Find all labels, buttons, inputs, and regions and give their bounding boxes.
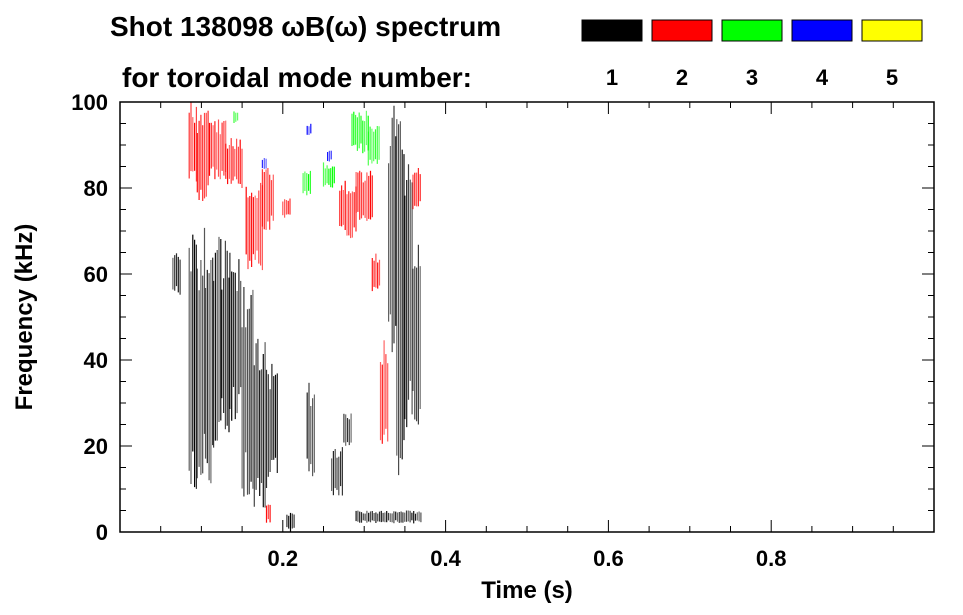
mode-1-region-0 xyxy=(172,253,181,295)
mode-2-region-22 xyxy=(225,138,243,188)
y-axis-label: Frequency (kHz) xyxy=(11,224,38,411)
mode-1-region-13 xyxy=(343,413,352,446)
mode-2-region-23 xyxy=(245,182,263,271)
mode-2-region-31 xyxy=(265,504,271,523)
mode-1-region-14 xyxy=(355,510,422,524)
mode-1-region-11 xyxy=(306,382,315,477)
mode-1-region-1 xyxy=(188,234,197,489)
x-tick-label-0.8: 0.8 xyxy=(756,546,787,571)
mode-2-region-25 xyxy=(282,198,291,218)
mode-2-region-21 xyxy=(208,119,227,180)
mode-2-region-20 xyxy=(196,110,209,201)
mode-3-region-35 xyxy=(302,170,311,196)
x-tick-label-0.2: 0.2 xyxy=(268,546,299,571)
legend: 1 2 3 4 5 xyxy=(581,19,923,90)
legend-swatch-3 xyxy=(721,19,783,42)
legend-label-3: 3 xyxy=(746,65,758,90)
mode-4-region-37 xyxy=(261,158,267,169)
mode-1-region-5 xyxy=(221,240,230,433)
mode-1-region-3 xyxy=(204,257,214,484)
legend-swatch-1 xyxy=(581,19,643,42)
mode-1-region-8 xyxy=(253,338,266,508)
mode-1-region-16 xyxy=(396,119,405,476)
legend-swatch-4 xyxy=(791,19,853,42)
mode-1-region-12 xyxy=(331,447,343,496)
mode-2-region-24 xyxy=(261,168,274,230)
axis-ticks: 0 20 40 60 80 100 0.2 0.4 0.6 0.8 xyxy=(71,90,935,571)
legend-label-2: 2 xyxy=(676,65,688,90)
x-axis-label: Time (s) xyxy=(481,577,573,604)
legend-label-4: 4 xyxy=(816,65,829,90)
mode-1-region-18 xyxy=(412,244,421,425)
mode-3-region-32 xyxy=(351,110,369,154)
x-tick-label-0.6: 0.6 xyxy=(593,546,624,571)
legend-label-1: 1 xyxy=(606,65,618,90)
mode-2-region-29 xyxy=(371,253,381,292)
mode-1-region-4 xyxy=(213,236,222,448)
mode-4-region-38 xyxy=(306,123,312,135)
legend-swatch-2 xyxy=(651,19,713,42)
mode-2-region-28 xyxy=(379,340,389,444)
y-tick-label-80: 80 xyxy=(84,176,108,201)
spectrogram-marks xyxy=(172,102,422,532)
mode-1-region-17 xyxy=(404,164,413,428)
y-tick-label-0: 0 xyxy=(96,520,108,545)
y-tick-label-60: 60 xyxy=(84,262,108,287)
y-tick-label-40: 40 xyxy=(84,348,108,373)
mode-4-region-39 xyxy=(327,150,332,162)
legend-swatch-5 xyxy=(861,19,923,42)
mode-2-region-30 xyxy=(412,168,421,210)
mode-1-region-7 xyxy=(241,287,254,497)
chart-title-line1: Shot 138098 ωB(ω) spectrum xyxy=(110,11,501,42)
mode-1-region-9 xyxy=(265,363,278,488)
mode-1-region-15 xyxy=(388,105,397,353)
y-tick-label-100: 100 xyxy=(71,90,108,115)
mode-3-region-36 xyxy=(233,111,239,123)
mode-2-region-27 xyxy=(355,170,373,221)
mode-1-region-6 xyxy=(229,252,242,421)
x-tick-label-0.4: 0.4 xyxy=(430,546,461,571)
mode-3-region-34 xyxy=(322,162,335,188)
mode-1-region-2 xyxy=(196,227,206,479)
legend-label-5: 5 xyxy=(886,65,898,90)
mode-2-region-26 xyxy=(339,180,357,239)
mode-3-region-33 xyxy=(367,126,380,166)
mode-2-region-19 xyxy=(188,102,197,182)
y-tick-label-20: 20 xyxy=(84,434,108,459)
chart-title-line2: for toroidal mode number: xyxy=(122,62,472,93)
mode-1-region-10 xyxy=(286,512,295,532)
